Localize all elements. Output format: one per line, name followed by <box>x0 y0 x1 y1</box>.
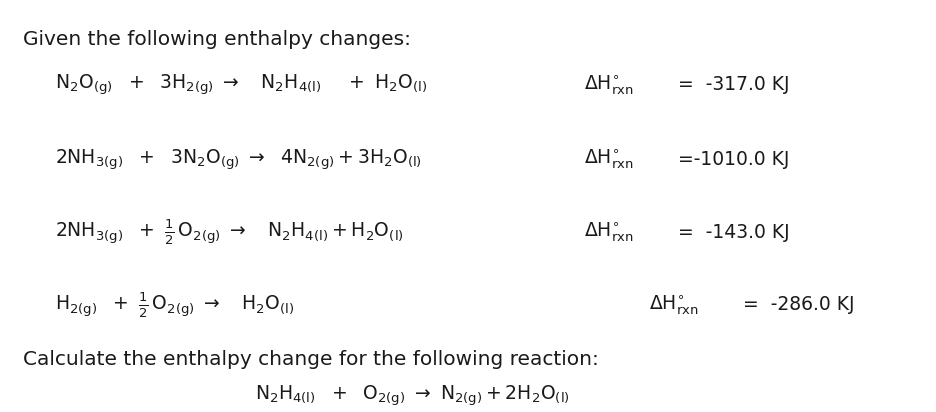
Text: $\Delta\mathrm{H}^{\circ}_{\mathrm{rxn}}$: $\Delta\mathrm{H}^{\circ}_{\mathrm{rxn}}… <box>584 73 634 97</box>
Text: $\mathrm{N_2H_{4(l)}\ \ +\ \ O_{2(g)}\ \rightarrow\ N_{2(g)} + 2H_2O_{(l)}}$: $\mathrm{N_2H_{4(l)}\ \ +\ \ O_{2(g)}\ \… <box>255 383 569 408</box>
Text: $\mathrm{2NH_{3(g)}\ \ +\ \ 3N_2O_{(g)}\ \rightarrow\ \ 4N_{2(g)} + 3H_2O_{(l)}}: $\mathrm{2NH_{3(g)}\ \ +\ \ 3N_2O_{(g)}\… <box>55 147 422 172</box>
Text: =  -143.0 KJ: = -143.0 KJ <box>672 223 790 242</box>
Text: =-1010.0 KJ: =-1010.0 KJ <box>672 150 789 169</box>
Text: $\Delta\mathrm{H}^{\circ}_{\mathrm{rxn}}$: $\Delta\mathrm{H}^{\circ}_{\mathrm{rxn}}… <box>584 220 634 244</box>
Text: Given the following enthalpy changes:: Given the following enthalpy changes: <box>22 30 411 49</box>
Text: $\mathrm{2NH_{3(g)}\ \ +\ \frac{1}{2}\,O_{2(g)}\ \rightarrow\ \ \ N_2H_{4(l)} + : $\mathrm{2NH_{3(g)}\ \ +\ \frac{1}{2}\,O… <box>55 218 403 247</box>
Text: =  -286.0 KJ: = -286.0 KJ <box>737 295 855 314</box>
Text: $\Delta\mathrm{H}^{\circ}_{\mathrm{rxn}}$: $\Delta\mathrm{H}^{\circ}_{\mathrm{rxn}}… <box>649 293 698 317</box>
Text: Calculate the enthalpy change for the following reaction:: Calculate the enthalpy change for the fo… <box>22 350 599 369</box>
Text: $\mathrm{N_2O_{(g)}\ \ +\ \ 3H_{2(g)}\ \rightarrow\ \ \ N_2H_{4(l)}\ \ \ \ +\ H_: $\mathrm{N_2O_{(g)}\ \ +\ \ 3H_{2(g)}\ \… <box>55 73 428 97</box>
Text: $\mathrm{H_{2(g)}\ \ +\ \frac{1}{2}\,O_{2(g)}\ \rightarrow\ \ \ H_2O_{(l)}}$: $\mathrm{H_{2(g)}\ \ +\ \frac{1}{2}\,O_{… <box>55 290 295 320</box>
Text: =  -317.0 KJ: = -317.0 KJ <box>672 75 790 94</box>
Text: $\Delta\mathrm{H}^{\circ}_{\mathrm{rxn}}$: $\Delta\mathrm{H}^{\circ}_{\mathrm{rxn}}… <box>584 148 634 171</box>
